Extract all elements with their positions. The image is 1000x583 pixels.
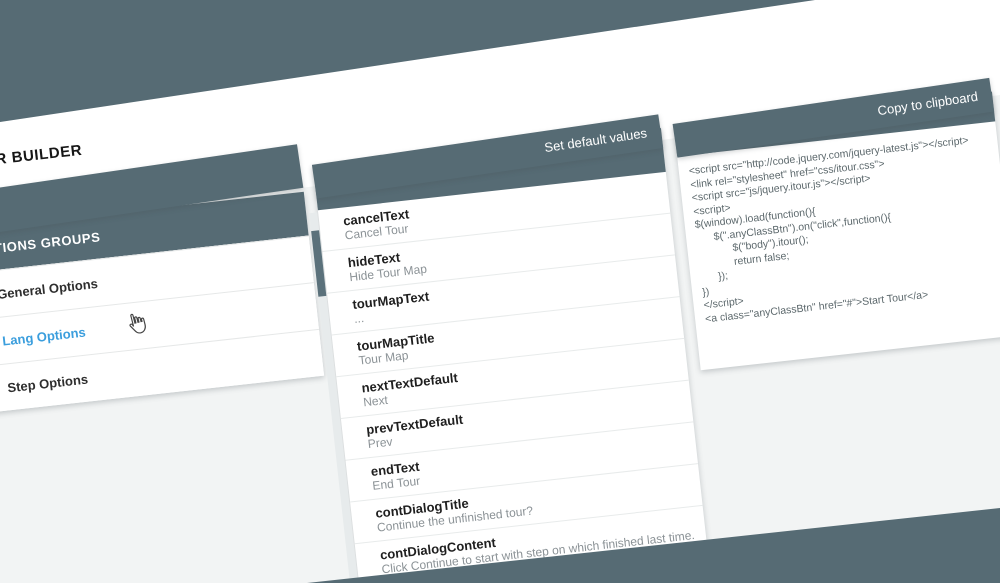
options-groups-panel: OPTIONS GROUPS General Options Lang Opti… (0, 191, 325, 415)
lang-options-panel: LANG OPTIONS cancelText Cancel Tour hide… (309, 128, 725, 583)
options-groups-title: OPTIONS GROUPS (0, 228, 102, 258)
result-code-block: <script src="http://code.jquery.com/jque… (688, 134, 970, 325)
page-title: TOUR BUILDER (0, 141, 84, 172)
hand-pointer-cursor-icon (129, 313, 146, 334)
